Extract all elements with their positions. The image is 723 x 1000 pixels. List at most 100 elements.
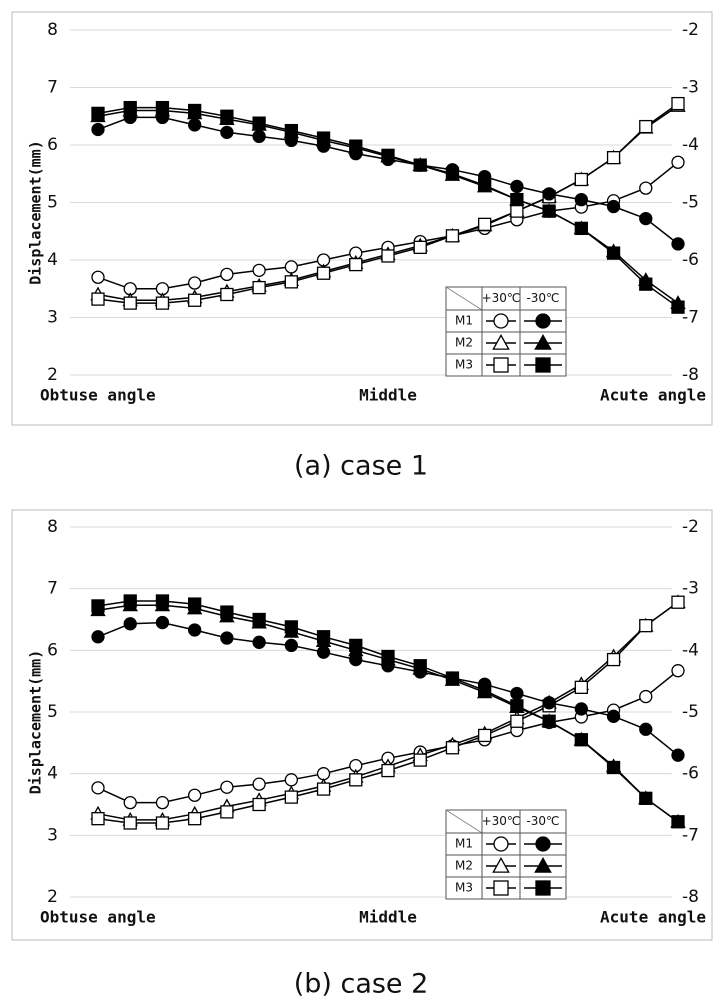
marker: [574, 192, 588, 207]
y-tick-label: 3: [47, 308, 58, 328]
chart-frame: [11, 509, 713, 941]
marker: [381, 148, 395, 163]
marker: [671, 664, 685, 678]
marker: [478, 683, 492, 698]
marker: [284, 275, 298, 289]
y-tick-label: 7: [47, 78, 58, 98]
marker: [413, 158, 427, 172]
legend-header: +30℃: [482, 814, 521, 828]
marker: [381, 249, 395, 263]
marker: [510, 686, 524, 701]
marker: [349, 638, 363, 653]
marker: [155, 615, 170, 630]
x-tick-label: Obtuse angle: [40, 908, 156, 927]
marker: [188, 103, 202, 118]
marker: [91, 781, 105, 795]
marker: [91, 122, 105, 137]
marker: [534, 856, 552, 873]
marker: [188, 276, 202, 290]
series-line: [97, 116, 679, 245]
x-tick-label: Middle: [359, 908, 417, 927]
marker: [252, 635, 266, 649]
marker: [639, 619, 653, 633]
marker: [574, 172, 588, 187]
marker: [671, 96, 685, 111]
marker: [220, 267, 234, 282]
marker: [252, 280, 266, 295]
marker: [381, 649, 395, 664]
marker: [220, 605, 234, 619]
chart-frame: [11, 11, 713, 426]
y-axis-label: Displacement(mm): [27, 140, 45, 285]
marker: [535, 880, 551, 896]
y-axis-label: Displacement(mm): [27, 650, 45, 795]
marker: [91, 106, 105, 121]
y-tick-label: 8: [47, 517, 58, 537]
y2-tick-label: -2: [682, 517, 699, 537]
marker: [349, 773, 363, 787]
marker: [671, 155, 685, 169]
marker: [510, 179, 524, 194]
marker: [252, 116, 266, 130]
marker: [284, 260, 298, 274]
x-tick-label: Obtuse angle: [40, 386, 156, 405]
y2-tick-label: -3: [682, 579, 699, 599]
marker: [91, 270, 105, 284]
marker: [639, 119, 653, 134]
marker: [91, 292, 105, 306]
legend-label: M3: [455, 881, 473, 895]
marker: [188, 812, 202, 826]
marker: [349, 257, 363, 272]
marker: [606, 199, 621, 214]
y2-tick-label: -6: [682, 764, 699, 784]
y2-tick-label: -8: [682, 365, 699, 385]
marker: [316, 630, 331, 644]
y2-tick-label: -2: [682, 20, 699, 40]
caption: (b) case 2: [294, 969, 429, 1000]
marker: [252, 129, 266, 144]
y-tick-label: 3: [47, 825, 58, 845]
y2-tick-label: -3: [682, 78, 699, 98]
marker: [155, 594, 170, 608]
series-line: [97, 105, 679, 302]
marker: [478, 217, 492, 232]
marker: [188, 623, 202, 637]
y-tick-label: 5: [47, 193, 58, 213]
marker: [493, 880, 509, 896]
marker: [316, 266, 331, 280]
x-tick-label: Acute angle: [600, 386, 706, 405]
marker: [123, 816, 137, 830]
marker: [91, 630, 105, 644]
y-tick-label: 4: [47, 764, 58, 784]
marker: [220, 125, 234, 140]
marker: [542, 204, 556, 218]
marker: [542, 187, 556, 201]
marker: [413, 753, 427, 767]
marker: [639, 181, 653, 195]
marker: [252, 612, 266, 627]
y2-tick-label: -4: [682, 640, 699, 660]
marker: [542, 714, 556, 728]
legend-header: -30℃: [526, 814, 559, 828]
x-tick-label: Acute angle: [600, 908, 706, 927]
y-tick-label: 8: [47, 20, 58, 40]
legend-label: M3: [455, 358, 473, 372]
y-tick-label: 2: [47, 887, 58, 907]
marker: [123, 796, 137, 810]
y2-tick-label: -5: [682, 193, 699, 213]
marker: [606, 760, 621, 775]
marker: [510, 192, 524, 207]
marker: [155, 816, 170, 830]
marker: [413, 240, 427, 255]
y-tick-label: 6: [47, 135, 58, 155]
legend-label: M2: [455, 336, 473, 350]
marker: [123, 617, 137, 631]
marker: [188, 293, 202, 307]
marker: [445, 229, 460, 243]
marker: [123, 296, 137, 310]
legend-label: M2: [455, 859, 473, 873]
y2-tick-label: -8: [682, 887, 699, 907]
marker: [220, 109, 234, 123]
marker: [510, 204, 524, 218]
marker: [574, 702, 588, 716]
